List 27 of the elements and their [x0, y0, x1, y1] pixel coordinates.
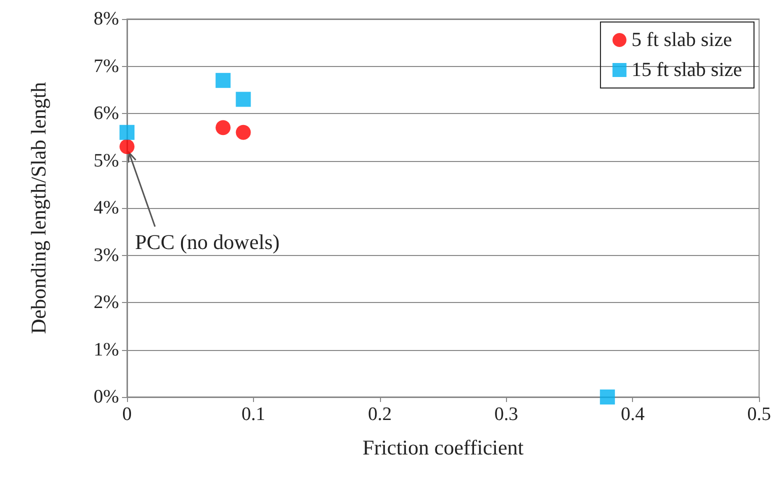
x-tick-label: 0.3	[494, 404, 518, 425]
point	[236, 92, 251, 107]
point	[216, 120, 231, 136]
x-tick-label: 0.5	[747, 404, 771, 425]
y-tick-label: 7%	[94, 56, 120, 77]
y-tick-label: 3%	[94, 244, 120, 266]
x-tick-label: 0.4	[620, 404, 646, 425]
y-tick-label: 1%	[94, 339, 120, 360]
point	[120, 139, 134, 154]
point	[216, 72, 231, 88]
y-tick-label: 6%	[94, 103, 120, 124]
point	[236, 124, 251, 140]
legend-label: 5 ft slab size	[631, 29, 732, 51]
legend-label: 15 ft slab size	[631, 59, 742, 81]
x-tick-label: 0.1	[242, 404, 266, 425]
y-tick-label: 2%	[94, 292, 120, 313]
y-tick-label: 8%	[94, 8, 120, 30]
y-tick-label: 4%	[94, 198, 120, 218]
point	[120, 124, 134, 140]
annotation: PCC (no dowels)	[135, 230, 280, 254]
y-tick-label: 0%	[94, 386, 120, 408]
y-tick-label: 5%	[94, 150, 120, 172]
y-axis-title: Debonding length/Slab length	[26, 82, 50, 334]
x-tick-label: 0	[122, 404, 132, 425]
x-axis-title: Friction coefficient	[362, 436, 524, 460]
point	[600, 390, 615, 404]
x-tick-label: 0.2	[368, 404, 392, 425]
